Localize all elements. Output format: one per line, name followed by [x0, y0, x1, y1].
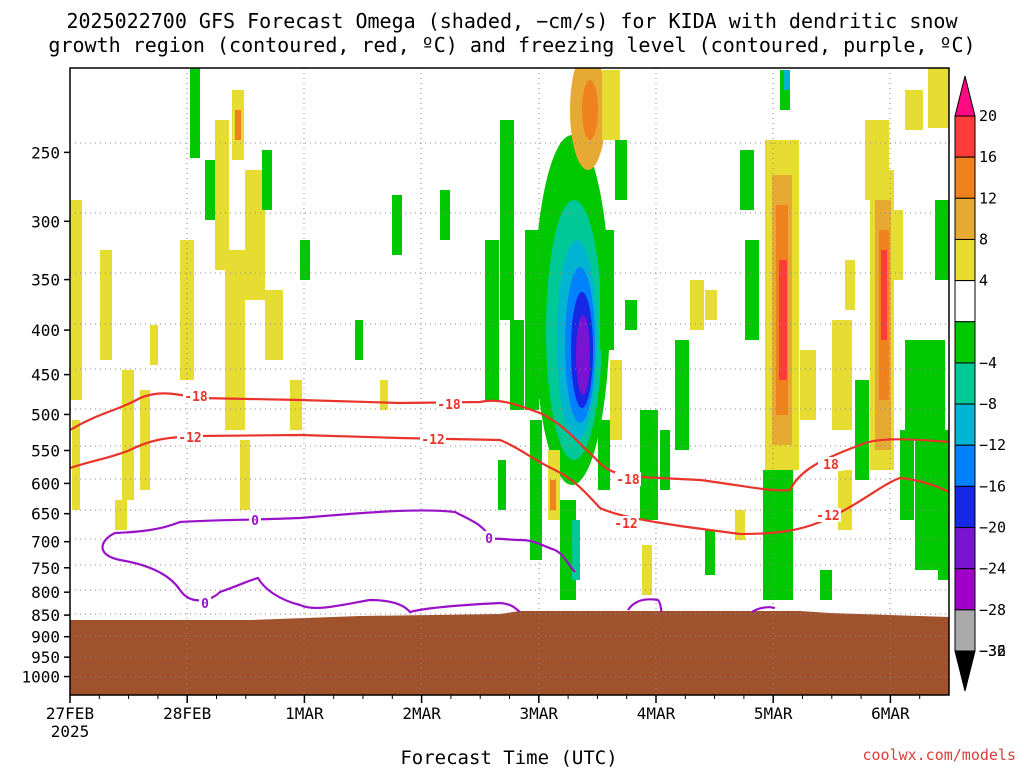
- svg-text:-18: -18: [184, 390, 208, 405]
- colorbar-label: 12: [979, 189, 997, 207]
- y-tick-label: 800: [31, 583, 60, 602]
- y-tick-label: 650: [31, 505, 60, 524]
- colorbar-segment: [954, 280, 976, 323]
- colorbar-label: −16: [979, 477, 1006, 495]
- contour-minus12: [70, 433, 949, 536]
- x-tick-label: 2MAR: [402, 704, 441, 723]
- colorbar-segment: [954, 321, 976, 364]
- y-tick-label: 550: [31, 442, 60, 461]
- contour-minus18: [70, 392, 949, 492]
- chart-title-line1: 2025022700 GFS Forecast Omega (shaded, −…: [66, 9, 958, 33]
- terrain: [70, 611, 949, 695]
- svg-text:0: 0: [201, 597, 209, 612]
- y-tick-label: 500: [31, 405, 60, 424]
- colorbar-segment: [954, 485, 976, 529]
- colorbar-label: −28: [979, 601, 1006, 619]
- colorbar-label: −4: [979, 354, 997, 372]
- svg-text:-12: -12: [178, 431, 201, 446]
- colorbar-segment: [954, 609, 976, 652]
- x-start-year-label: 2025: [51, 722, 90, 741]
- colorbar: 20 16 12 8 4 −4 −8 −12 −16 −20 −24 −28 −32−36: [954, 75, 1006, 692]
- omega-shading: [70, 68, 949, 600]
- x-tick-label: 4MAR: [637, 704, 676, 723]
- plot-area: -18 -18 -18 18 -12 -12 -12 -12 0: [70, 68, 949, 695]
- colorbar-label: 16: [979, 148, 997, 166]
- colorbar-segment: [954, 362, 976, 405]
- colorbar-label: 20: [979, 107, 997, 125]
- colorbar-label: −20: [979, 519, 1006, 537]
- x-tick-label: 27FEB: [46, 704, 94, 723]
- svg-text:18: 18: [823, 458, 839, 473]
- svg-text:-12: -12: [614, 517, 637, 532]
- colorbar-segment: [954, 197, 976, 240]
- y-tick-label: 950: [31, 648, 60, 667]
- freezing-labels: 0 0 0: [199, 513, 495, 612]
- colorbar-segment: [954, 403, 976, 446]
- x-tick-label: 28FEB: [163, 704, 211, 723]
- x-axis: 27FEB 28FEB 1MAR 2MAR 3MAR 4MAR 5MAR 6MAR: [46, 695, 921, 723]
- y-tick-label: 1000: [21, 668, 60, 687]
- colorbar-segment: [954, 568, 976, 611]
- colorbar-segment: [954, 156, 976, 199]
- colorbar-label: −8: [979, 395, 997, 413]
- svg-text:-18: -18: [616, 473, 640, 488]
- y-tick-label: 400: [31, 321, 60, 340]
- chart-title-line2: growth region (contoured, red, ºC) and f…: [48, 33, 975, 57]
- y-tick-label: 750: [31, 559, 60, 578]
- y-tick-label: 250: [31, 143, 60, 162]
- x-tick-label: 5MAR: [754, 704, 793, 723]
- y-tick-label: 350: [31, 271, 60, 290]
- colorbar-label: −32: [979, 642, 1006, 660]
- colorbar-label: 8: [979, 230, 988, 248]
- y-tick-label: 900: [31, 628, 60, 647]
- colorbar-label: −36: [979, 642, 1006, 660]
- svg-text:-18: -18: [437, 398, 461, 413]
- y-tick-label: 700: [31, 533, 60, 552]
- svg-text:0: 0: [485, 532, 493, 547]
- y-tick-label: 600: [31, 474, 60, 493]
- svg-text:0: 0: [251, 514, 259, 529]
- colorbar-segment: [954, 444, 976, 487]
- credit-text: coolwx.com/models: [862, 746, 1016, 764]
- x-tick-label: 1MAR: [285, 704, 324, 723]
- colorbar-label: 4: [979, 272, 988, 290]
- dendritic-labels: -18 -18 -18 18 -12 -12 -12 -12: [177, 389, 844, 532]
- colorbar-label: −24: [979, 560, 1006, 578]
- y-axis: 250 300 350 400 450 500 550 600 650 700 750 800 850 9…: [21, 143, 70, 687]
- x-tick-label: 6MAR: [871, 704, 910, 723]
- colorbar-top-arrow: [954, 75, 976, 117]
- svg-text:-12: -12: [421, 433, 444, 448]
- colorbar-segment: [954, 527, 976, 570]
- x-tick-label: 3MAR: [520, 704, 559, 723]
- colorbar-label: −12: [979, 436, 1006, 454]
- dendritic-contours: [70, 392, 949, 536]
- x-axis-label: Forecast Time (UTC): [400, 747, 617, 768]
- colorbar-bottom-arrow: [954, 650, 976, 692]
- colorbar-segment: [954, 115, 976, 158]
- y-tick-label: 850: [31, 606, 60, 625]
- y-tick-label: 300: [31, 212, 60, 231]
- y-tick-label: 450: [31, 366, 60, 385]
- colorbar-segment: [954, 238, 976, 282]
- freezing-contour: [101, 509, 776, 614]
- svg-text:-12: -12: [816, 509, 839, 524]
